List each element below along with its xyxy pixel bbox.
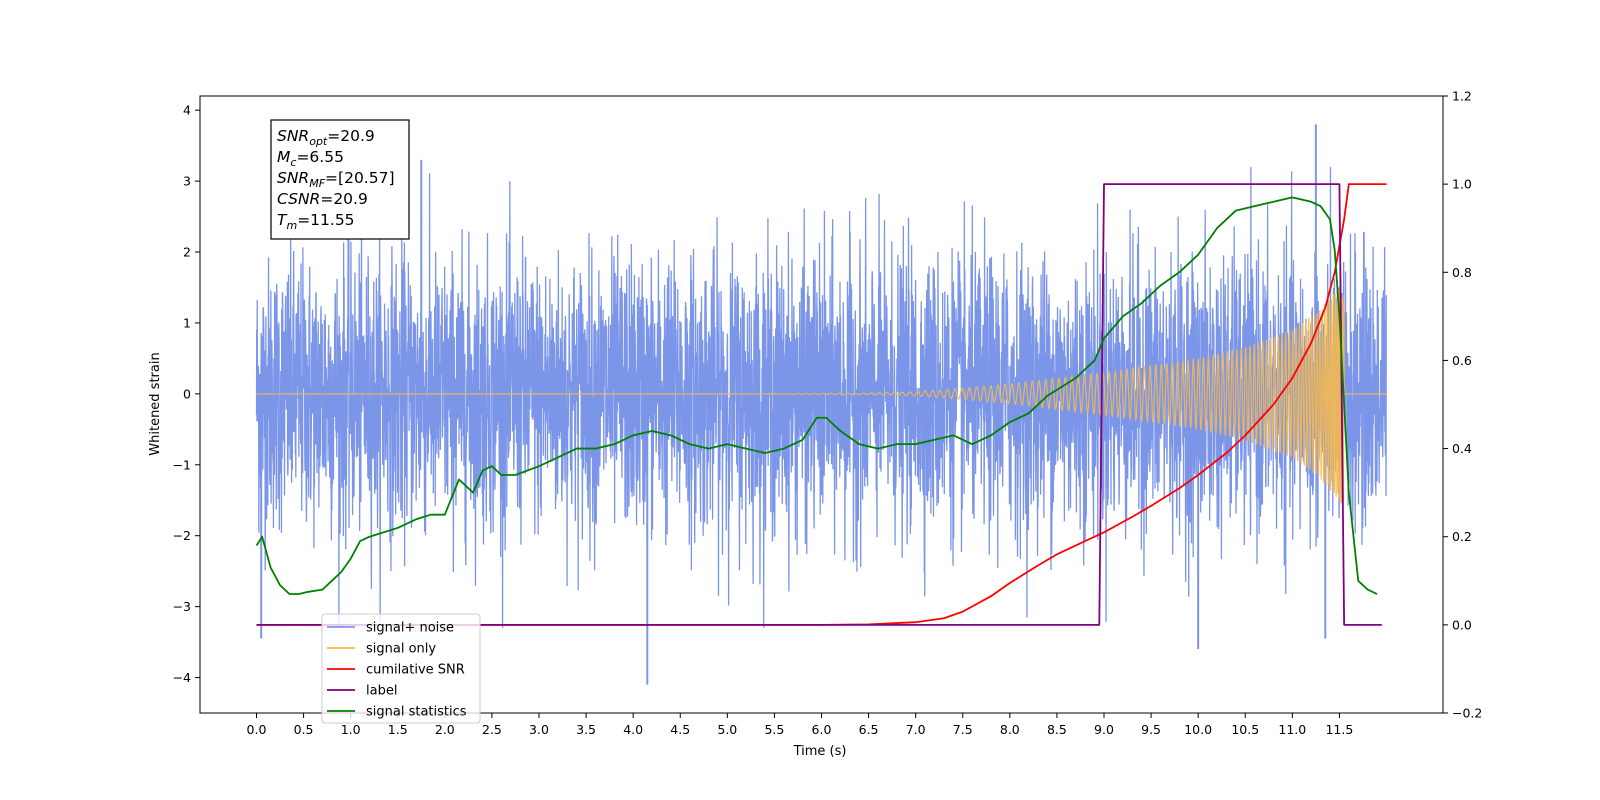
x-tick-label: 10.5 bbox=[1231, 722, 1259, 737]
x-tick-label: 9.5 bbox=[1141, 722, 1161, 737]
y-tick-label-right: 0.2 bbox=[1452, 529, 1472, 544]
x-tick-label: 2.0 bbox=[435, 722, 455, 737]
x-tick-label: 11.0 bbox=[1278, 722, 1306, 737]
series-line bbox=[256, 183, 1387, 626]
legend-label: signal+ noise bbox=[366, 621, 454, 636]
y-tick-label-right: 0.4 bbox=[1452, 441, 1472, 456]
x-tick-label: 11.5 bbox=[1325, 722, 1353, 737]
legend-label: signal statistics bbox=[366, 705, 467, 720]
series-signal-only bbox=[256, 285, 1387, 504]
y-tick-label-right: 1.0 bbox=[1452, 177, 1472, 192]
y-tick-label-left: 2 bbox=[183, 245, 191, 260]
x-tick-label: 1.5 bbox=[388, 722, 408, 737]
x-tick-label: 0.0 bbox=[247, 722, 267, 737]
x-tick-label: 8.5 bbox=[1047, 722, 1067, 737]
series-label bbox=[256, 183, 1382, 626]
y-tick-label-right: 0.6 bbox=[1452, 353, 1472, 368]
x-tick-label: 0.5 bbox=[294, 722, 314, 737]
x-tick-label: 5.0 bbox=[717, 722, 737, 737]
annotation-box: SNRopt=20.9Mc=6.55SNRMF=[20.57]CSNR=20.9… bbox=[270, 119, 410, 240]
y-tick-label-right: 1.2 bbox=[1452, 89, 1472, 104]
series-line bbox=[255, 196, 1378, 595]
y-tick-label-left: 0 bbox=[183, 386, 191, 401]
y-axis-label: Whitened strain bbox=[148, 352, 163, 455]
x-tick-label: 8.0 bbox=[1000, 722, 1020, 737]
y-tick-label-right: 0.0 bbox=[1452, 617, 1472, 632]
y-tick-label-left: 1 bbox=[183, 315, 191, 330]
annotation-line: SNRMF=[20.57] bbox=[277, 169, 395, 190]
x-tick-label: 9.0 bbox=[1094, 722, 1114, 737]
x-tick-label: 6.0 bbox=[812, 722, 832, 737]
y-tick-label-left: −3 bbox=[173, 599, 191, 614]
legend-label: signal only bbox=[366, 642, 436, 657]
x-tick-label: 3.0 bbox=[529, 722, 549, 737]
x-tick-label: 10.0 bbox=[1184, 722, 1212, 737]
annotation-line: CSNR=20.9 bbox=[277, 190, 368, 208]
annotation-line: Tm=11.55 bbox=[277, 211, 355, 232]
y-tick-label-right: 0.8 bbox=[1452, 265, 1472, 280]
x-tick-label: 4.5 bbox=[670, 722, 690, 737]
x-tick-label: 7.5 bbox=[953, 722, 973, 737]
series-signal-statistics bbox=[255, 196, 1378, 595]
x-tick-label: 2.5 bbox=[482, 722, 502, 737]
legend: signal+ noise signal only cumilative SNR la… bbox=[321, 613, 481, 724]
y-tick-label-left: 3 bbox=[183, 174, 191, 189]
x-tick-label: 6.5 bbox=[859, 722, 879, 737]
x-tick-label: 1.0 bbox=[341, 722, 361, 737]
axes: 0.0 0.5 1.0 1.5 2.0 2.5 3.0 3.5 4.0 4.5 5.0 5.5 6.0 6… bbox=[173, 89, 1483, 738]
x-axis-label: Time (s) bbox=[793, 744, 847, 759]
annotation-frame bbox=[270, 119, 410, 240]
x-tick-label: 4.0 bbox=[623, 722, 643, 737]
x-tick-label: 3.5 bbox=[576, 722, 596, 737]
y-tick-label-left: 4 bbox=[183, 103, 191, 118]
x-tick-label: 7.0 bbox=[906, 722, 926, 737]
legend-frame bbox=[321, 613, 481, 724]
plot-area bbox=[255, 124, 1388, 685]
y-tick-label-left: −2 bbox=[173, 528, 191, 543]
series-line bbox=[256, 183, 1382, 626]
series-cumilative-snr bbox=[256, 183, 1387, 626]
legend-label: label bbox=[366, 684, 397, 699]
x-tick-label: 5.5 bbox=[764, 722, 784, 737]
chirp-trace bbox=[256, 285, 1387, 504]
annotation-line: SNRopt=20.9 bbox=[277, 127, 375, 148]
legend-label: cumilative SNR bbox=[366, 663, 465, 678]
annotation-line: Mc=6.55 bbox=[277, 148, 344, 169]
y-tick-label-left: −4 bbox=[173, 670, 191, 685]
y-tick-label-left: −1 bbox=[173, 457, 191, 472]
y-tick-label-right: −0.2 bbox=[1452, 706, 1482, 721]
